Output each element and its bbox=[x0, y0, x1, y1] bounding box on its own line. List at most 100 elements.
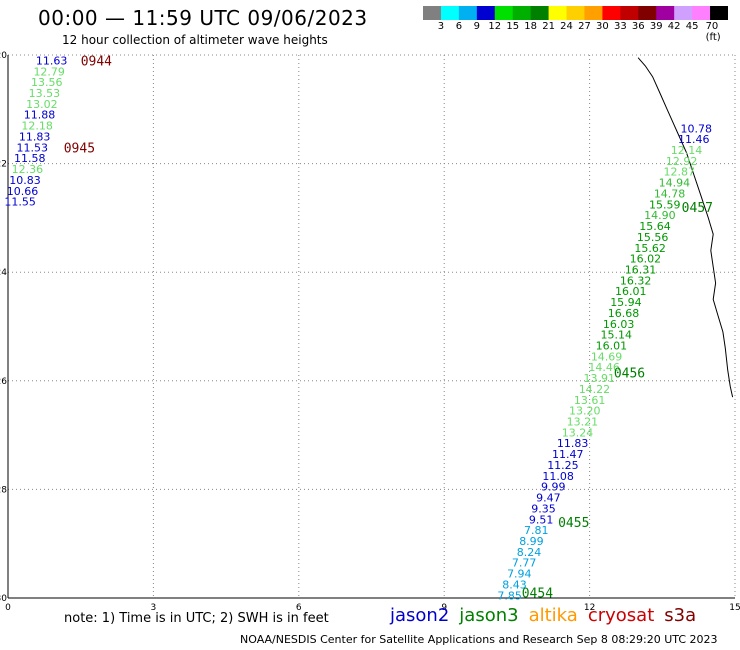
wave-height-value: 11.25 bbox=[547, 459, 579, 472]
wave-height-value: 16.68 bbox=[608, 307, 640, 320]
wave-height-value: 13.21 bbox=[567, 416, 599, 429]
colorbar-swatch bbox=[656, 6, 675, 20]
plot-frame bbox=[7, 55, 735, 599]
colorbar-swatch bbox=[458, 6, 478, 20]
wave-height-value: 13.02 bbox=[26, 98, 58, 111]
wave-height-value: 16.01 bbox=[596, 340, 628, 353]
colorbar-swatch bbox=[584, 6, 603, 20]
satellite-legend: jason2 jason3 altika cryosat s3a bbox=[390, 605, 706, 626]
wave-height-value: 11.88 bbox=[24, 109, 56, 122]
wave-height-value: 16.02 bbox=[630, 253, 662, 266]
colorbar-label: 70 (ft) bbox=[705, 21, 721, 43]
wave-height-value: 14.78 bbox=[654, 187, 686, 200]
satellite-legend-item: jason2 bbox=[390, 605, 450, 626]
colorbar-label: 36 bbox=[631, 21, 645, 32]
wave-height-value: 12.18 bbox=[21, 120, 53, 133]
colorbar-label: 45 bbox=[685, 21, 699, 32]
colorbar-label: 12 bbox=[488, 21, 502, 32]
wave-height-value: 11.55 bbox=[4, 196, 36, 209]
y-tick-label: 26 bbox=[0, 377, 7, 387]
wave-height-value: 8.99 bbox=[519, 535, 544, 548]
wave-height-value: 13.61 bbox=[574, 394, 606, 407]
colorbar-label: 24 bbox=[560, 21, 573, 32]
colorbar-swatch bbox=[692, 6, 711, 20]
wave-height-value: 14.90 bbox=[644, 209, 676, 222]
pass-label: 0457 bbox=[682, 201, 713, 216]
colorbar-label: 18 bbox=[524, 21, 538, 32]
wave-height-value: 14.46 bbox=[588, 361, 620, 374]
wave-height-value: 14.22 bbox=[579, 383, 611, 396]
colorbar-swatch bbox=[548, 6, 568, 20]
wave-height-value: 11.58 bbox=[14, 152, 46, 165]
x-tick-label: 0 bbox=[5, 603, 11, 613]
wave-height-value: 7.81 bbox=[524, 524, 549, 537]
wave-height-value: 7.94 bbox=[507, 568, 532, 581]
colorbar-label: 30 bbox=[596, 21, 609, 32]
wave-height-value: 9.35 bbox=[531, 502, 556, 515]
wave-height-value: 15.56 bbox=[637, 231, 669, 244]
wave-height-value: 9.99 bbox=[541, 481, 566, 494]
colorbar-swatch bbox=[512, 6, 532, 20]
satellite-legend-item: altika bbox=[528, 605, 578, 626]
wave-height-value: 10.83 bbox=[9, 174, 41, 187]
colorbar-swatch bbox=[476, 6, 496, 20]
wave-height-value: 12.87 bbox=[664, 166, 696, 179]
wave-height-value: 15.14 bbox=[601, 329, 633, 342]
wave-height-value: 14.69 bbox=[591, 350, 623, 363]
wave-height-value: 12.14 bbox=[671, 144, 703, 157]
axis-ticks: 0 3 6 9 12 15 20 22 24 26 28 30 bbox=[0, 51, 740, 613]
footer-credit: NOAA/NESDIS Center for Satellite Applica… bbox=[240, 633, 718, 646]
y-tick-label: 24 bbox=[0, 268, 7, 278]
pass-label: 0455 bbox=[558, 516, 589, 531]
colorbar bbox=[423, 6, 728, 20]
wave-height-value: 13.91 bbox=[584, 372, 616, 385]
wave-height-value: 12.36 bbox=[12, 163, 44, 176]
wave-height-value: 15.64 bbox=[639, 220, 671, 233]
satellite-legend-item: jason3 bbox=[459, 605, 519, 626]
wave-height-value: 11.83 bbox=[19, 130, 51, 143]
chart-subtitle: 12 hour collection of altimeter wave hei… bbox=[62, 33, 328, 47]
satellite-legend-item: s3a bbox=[664, 605, 697, 626]
colorbar-label: 39 bbox=[649, 21, 663, 32]
wave-height-value: 14.94 bbox=[659, 177, 691, 190]
pass-label: 0945 bbox=[64, 141, 95, 156]
pass-label: 0944 bbox=[81, 54, 112, 69]
wave-height-value: 16.32 bbox=[620, 274, 652, 287]
colorbar-labels: 3 6 9 12 15 18 21 24 27 30 33 36 39 42 45 70 (ft) bbox=[423, 21, 740, 43]
wave-height-value: 13.53 bbox=[29, 87, 61, 100]
wave-height-value: 15.94 bbox=[610, 296, 642, 309]
y-tick-label: 22 bbox=[0, 160, 7, 170]
wave-height-value: 9.51 bbox=[529, 513, 554, 526]
colorbar-label: 27 bbox=[578, 21, 591, 32]
wave-height-value: 11.46 bbox=[678, 133, 710, 146]
chart-title: 00:00 — 11:59 UTC 09/06/2023 bbox=[38, 6, 368, 30]
pass-label: 0454 bbox=[522, 587, 553, 602]
wave-height-value: 7.85 bbox=[497, 589, 522, 602]
satellite-legend-item: cryosat bbox=[587, 605, 655, 626]
wave-height-value: 9.47 bbox=[536, 492, 561, 505]
x-tick-label: 6 bbox=[296, 603, 302, 613]
wave-height-value: 8.24 bbox=[517, 546, 542, 559]
x-tick-label: 9 bbox=[441, 603, 447, 613]
wave-height-value: 15.59 bbox=[649, 198, 681, 211]
wave-height-value: 10.78 bbox=[680, 122, 712, 135]
coastline bbox=[637, 57, 734, 398]
wave-height-value: 8.43 bbox=[502, 578, 527, 591]
wave-height-value: 7.77 bbox=[512, 557, 537, 570]
pass-labels: 0944 0945 0457 0456 0455 0454 bbox=[64, 54, 713, 601]
wave-height-value: 16.31 bbox=[625, 263, 657, 276]
wave-height-value: 12.92 bbox=[666, 155, 698, 168]
y-tick-label: 20 bbox=[0, 51, 7, 61]
x-tick-label: 12 bbox=[584, 603, 595, 613]
wave-height-value: 11.83 bbox=[557, 437, 589, 450]
colorbar-swatch bbox=[494, 6, 514, 20]
colorbar-label: 6 bbox=[455, 21, 463, 32]
wave-height-value: 15.62 bbox=[634, 242, 666, 255]
wave-height-value: 11.08 bbox=[542, 470, 574, 483]
colorbar-swatch bbox=[638, 6, 657, 20]
footer-note: note: 1) Time is in UTC; 2) SWH is in fe… bbox=[64, 611, 329, 626]
colorbar-label: 42 bbox=[667, 21, 681, 32]
y-tick-label: 30 bbox=[0, 594, 7, 604]
wave-height-value: 11.63 bbox=[36, 54, 68, 67]
